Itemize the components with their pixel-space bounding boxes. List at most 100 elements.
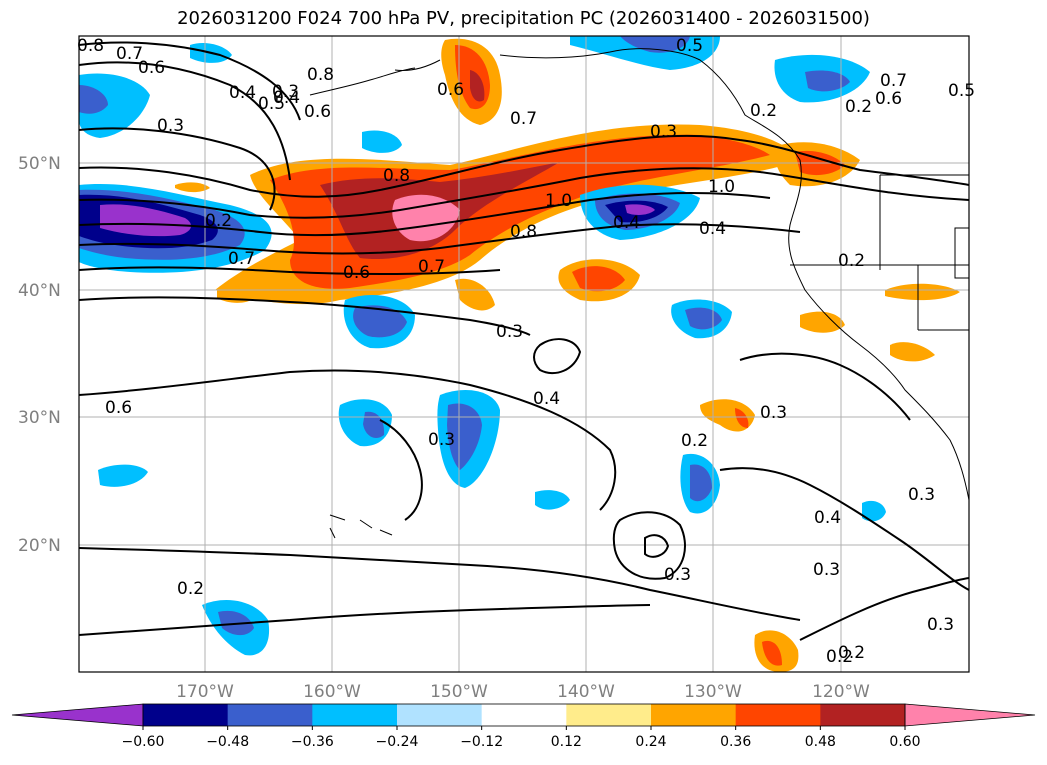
lon-label: 150°W <box>430 682 488 702</box>
colorbar-tick-label: 0.60 <box>889 734 920 750</box>
contour-label: 0.4 <box>699 219 726 239</box>
lat-label: 30°N <box>18 408 61 428</box>
colorbar-border <box>142 703 906 727</box>
contour-label: 0.3 <box>760 403 787 423</box>
colorbar-segment <box>312 704 398 726</box>
contour-label: 0.6 <box>304 102 331 122</box>
colorbar-tick-label: 0.48 <box>805 734 836 750</box>
colorbar-segment <box>820 704 906 726</box>
contour-label: 0.6 <box>105 398 132 418</box>
cool-30n-core <box>363 411 385 438</box>
warm-mid-core <box>572 266 625 292</box>
lon-label: 160°W <box>303 682 361 702</box>
contour-labels: 0.8 0.7 0.6 0.5 0.4 0.3 0.6 0.8 0.6 0.4 … <box>77 36 975 667</box>
contour-label: 0.7 <box>228 249 255 269</box>
contour-label: 0.2 <box>177 579 204 599</box>
contour-label: 0.4 <box>533 389 560 409</box>
contour-label: 0.3 <box>813 560 840 580</box>
colorbar-segment <box>143 704 229 726</box>
warm-sub-core <box>735 408 749 428</box>
contour-label: 0.2 <box>845 97 872 117</box>
contour-label: 0.2 <box>681 431 708 451</box>
contour-label: 0.7 <box>418 257 445 277</box>
contour-label: 0.3 <box>908 485 935 505</box>
colorbar-tick-label: −0.36 <box>291 734 334 750</box>
cool-ne-core <box>805 70 850 92</box>
colorbar-tick-label: 0.12 <box>551 734 582 750</box>
colorbar-arrow-min <box>11 703 144 727</box>
colorbar-segment <box>651 704 737 726</box>
contour-label: 0.5 <box>948 81 975 101</box>
contour-label: 0.6 <box>138 58 165 78</box>
graticule <box>79 36 969 672</box>
contour-label: 0.3 <box>664 565 691 585</box>
contour-label: 0.7 <box>880 71 907 91</box>
colorbar-tick-label: −0.24 <box>376 734 419 750</box>
contour-label: 0.6 <box>875 89 902 109</box>
contour-label: 0.3 <box>157 116 184 136</box>
cool-25n-core <box>690 464 712 502</box>
contour-label: 1.0 <box>708 177 735 197</box>
warm-east2 <box>800 311 845 333</box>
contour-label: 0.4 <box>613 213 640 233</box>
cool-west-purple <box>100 204 192 237</box>
cool-24n-west <box>98 464 148 487</box>
longitude-labels: 170°W 160°W 150°W 140°W 130°W 120°W <box>176 682 870 702</box>
lat-label: 40°N <box>18 281 61 301</box>
warm-north-dark <box>470 70 485 102</box>
lon-label: 120°W <box>812 682 870 702</box>
lat-label: 50°N <box>18 154 61 174</box>
contour-label: 0.3 <box>428 430 455 450</box>
contour-label: 0.8 <box>77 36 104 56</box>
contour-label: 0.4 <box>814 508 841 528</box>
contour-label: 0.8 <box>383 166 410 186</box>
cool-39n-core <box>353 305 407 338</box>
contour-label: 0.2 <box>750 101 777 121</box>
contour-label: 0.7 <box>510 109 537 129</box>
colorbar-segment <box>566 704 652 726</box>
colorbar-tick-label: 0.36 <box>720 734 751 750</box>
contour-label: 0.8 <box>510 222 537 242</box>
map-panel <box>79 36 969 672</box>
contour-label: 0.2 <box>838 643 865 663</box>
contour-label: 0.3 <box>927 615 954 635</box>
map-layers <box>79 36 969 672</box>
colorbar-segment <box>735 704 821 726</box>
contour-label: 1.0 <box>545 191 572 211</box>
cool-top-core <box>620 36 690 53</box>
contour-label: 0.7 <box>116 44 143 64</box>
lon-label: 140°W <box>557 682 615 702</box>
colorbar-tick-label: 0.24 <box>635 734 666 750</box>
warm-east1 <box>885 283 960 301</box>
cool-nw-core <box>79 85 108 114</box>
colorbar-segment <box>481 704 567 726</box>
contour-label: 0.2 <box>838 251 865 271</box>
contour-label: 0.8 <box>307 65 334 85</box>
colorbar-segment <box>397 704 483 726</box>
contour-label: 0.3 <box>650 122 677 142</box>
warm-south-core <box>762 640 782 666</box>
contour-label: 0.6 <box>343 263 370 283</box>
pink-core <box>392 194 460 242</box>
contour-label: 0.2 <box>826 647 853 667</box>
lat-label: 20°N <box>18 536 61 556</box>
contour-label: 0.4 <box>273 88 300 108</box>
cool-22n-east <box>862 500 886 522</box>
contour-label: 0.3 <box>496 322 523 342</box>
cool-23n <box>535 490 570 510</box>
cool-28n-core <box>447 403 482 470</box>
contour-label: 0.4 <box>229 83 256 103</box>
colorbar-tick-label: −0.12 <box>460 734 503 750</box>
contour-label: 0.3 <box>272 82 299 102</box>
contour-label: 0.6 <box>437 80 464 100</box>
warm-small3 <box>455 278 495 311</box>
contour-label: 0.2 <box>205 211 232 231</box>
map-frame <box>78 35 970 673</box>
warm-east3 <box>890 342 935 362</box>
colorbar-segment <box>227 704 313 726</box>
colorbar-tick-label: −0.48 <box>206 734 249 750</box>
map-title: 2026031200 F024 700 hPa PV, precipitatio… <box>177 8 870 29</box>
colorbar-arrow-max <box>904 703 1036 727</box>
lon-label: 170°W <box>176 682 234 702</box>
